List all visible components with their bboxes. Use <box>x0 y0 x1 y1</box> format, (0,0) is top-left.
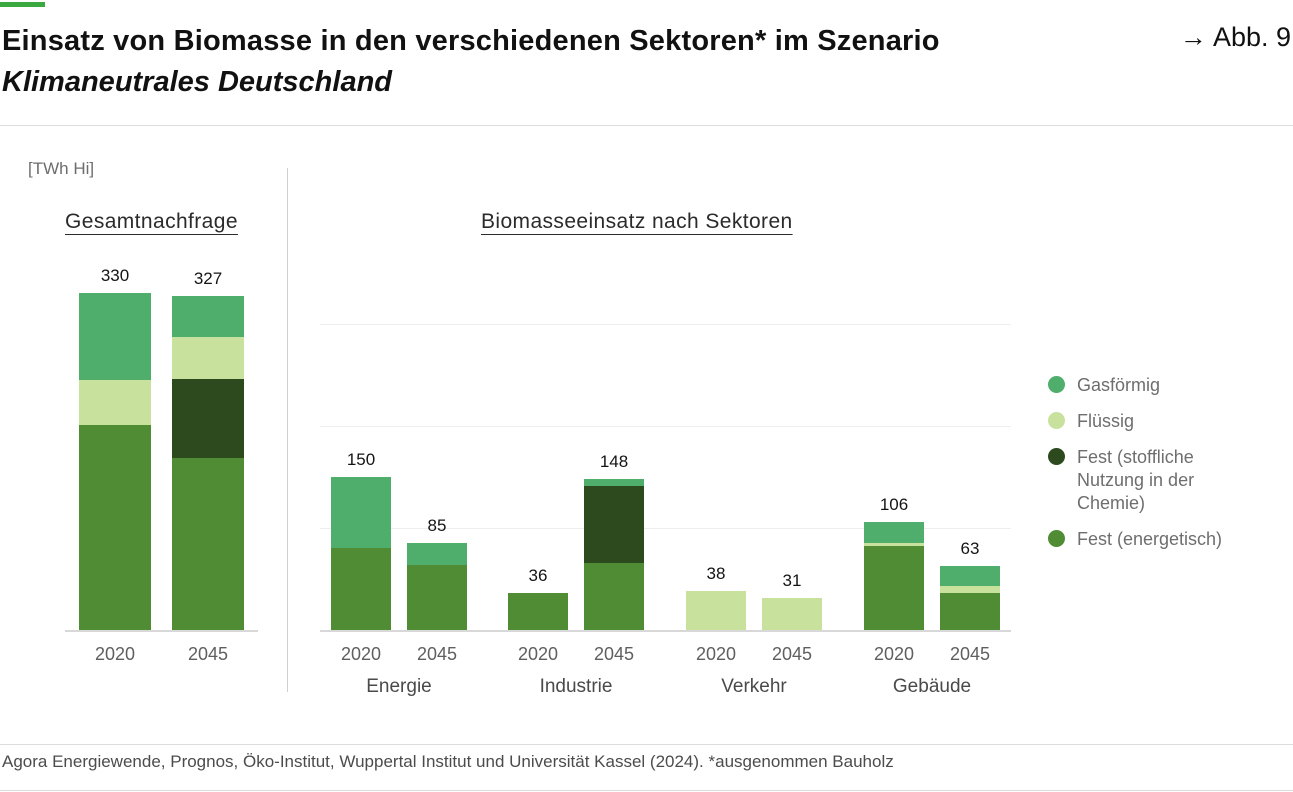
bar-value-label: 63 <box>960 538 980 558</box>
header-divider <box>0 125 1293 126</box>
bar-segment-fest_energetisch <box>940 593 1000 630</box>
bar <box>172 296 244 630</box>
bar <box>762 598 822 630</box>
bar-value-label: 330 <box>100 266 130 286</box>
axis-baseline <box>320 630 1011 632</box>
x-tick-label: 2020 <box>695 644 737 664</box>
bar-segment-gas <box>79 293 151 381</box>
bar-value-label: 31 <box>782 571 802 591</box>
bar-segment-gas <box>407 543 467 565</box>
bar-segment-fluessig <box>79 380 151 425</box>
bar-segment-fest_stofflich <box>172 379 244 458</box>
bar <box>940 565 1000 630</box>
x-tick-label: 2045 <box>187 644 229 664</box>
panel-separator <box>287 168 288 692</box>
x-tick-label: 2020 <box>873 644 915 664</box>
axis-baseline <box>65 630 258 632</box>
bar-segment-gas <box>172 296 244 338</box>
bar-value-label: 148 <box>599 452 629 472</box>
bottom-border <box>0 790 1293 791</box>
x-tick-label: 2020 <box>94 644 136 664</box>
figure-reference: → Abb. 9 <box>1180 22 1291 53</box>
left-panel-heading: Gesamtnachfrage <box>65 210 238 233</box>
bar-segment-fest_energetisch <box>864 546 924 630</box>
bar-value-label: 106 <box>879 494 909 514</box>
legend-label: Fest (stoffliche Nutzung in der Chemie) <box>1077 447 1195 514</box>
x-tick-label: 2045 <box>593 644 635 664</box>
x-tick-label: 2045 <box>771 644 813 664</box>
bar-value-label: 36 <box>528 566 548 586</box>
bar-segment-fest_energetisch <box>584 562 644 630</box>
bar <box>508 593 568 630</box>
bar-segment-fluessig <box>864 543 924 547</box>
arrow-right-icon: → <box>1179 22 1207 52</box>
axis-unit-label: [TWh Hi] <box>28 159 95 178</box>
bar-segment-fluessig <box>940 586 1000 594</box>
x-tick-label: 2020 <box>340 644 382 664</box>
legend-item-fluessig: Flüssig <box>1048 410 1280 433</box>
bar-segment-fest_energetisch <box>331 548 391 630</box>
bar-value-label: 327 <box>193 269 223 289</box>
bar-segment-fluessig <box>172 337 244 380</box>
x-tick-label: 2045 <box>949 644 991 664</box>
legend: Gasförmig Flüssig Fest (stoffliche Nutzung… <box>1048 374 1280 551</box>
x-tick-label: 2020 <box>517 644 559 664</box>
legend-dot-gas <box>1048 376 1065 393</box>
legend-label: Fest (energetisch) <box>1077 529 1223 550</box>
gridline <box>320 324 1011 325</box>
sector-label: Energie <box>366 676 432 697</box>
sector-label: Verkehr <box>721 676 787 697</box>
bar-value-label: 150 <box>346 450 376 469</box>
legend-item-fest_energetisch: Fest (energetisch) <box>1048 528 1280 551</box>
footer-divider <box>0 744 1293 745</box>
chart-title: Einsatz von Biomasse in den verschiedene… <box>2 25 940 57</box>
bar-segment-gas <box>864 521 924 544</box>
gridline <box>320 426 1011 427</box>
sector-label: Industrie <box>539 676 613 697</box>
legend-label: Gasförmig <box>1077 375 1161 395</box>
bar <box>331 477 391 630</box>
bar-segment-fest_energetisch <box>508 593 568 630</box>
bar <box>864 521 924 630</box>
bar-value-label: 85 <box>427 516 447 536</box>
chart-subtitle: Klimaneutrales Deutschland <box>2 66 392 99</box>
legend-dot-fest_energetisch <box>1048 530 1065 548</box>
bar-segment-gas <box>584 479 644 487</box>
figure-label: Abb. 9 <box>1212 22 1291 52</box>
source-note: Agora Energiewende, Prognos, Öko-Institu… <box>2 752 894 771</box>
sector-label: Gebäude <box>892 676 972 697</box>
right-panel-heading: Biomasseeinsatz nach Sektoren <box>481 210 793 233</box>
bar <box>686 591 746 630</box>
bar-segment-fluessig <box>762 598 822 630</box>
legend-dot-fluessig <box>1048 412 1065 430</box>
bar-segment-fest_energetisch <box>407 564 467 630</box>
x-tick-label: 2045 <box>416 644 458 664</box>
bar <box>584 479 644 630</box>
bar-segment-gas <box>940 565 1000 587</box>
bar-segment-gas <box>331 477 391 549</box>
gridline <box>320 528 1011 529</box>
bar-segment-fest_stofflich <box>584 486 644 563</box>
bar-segment-fluessig <box>686 591 746 630</box>
bar <box>79 293 151 630</box>
bar <box>407 543 467 630</box>
legend-item-gas: Gasförmig <box>1048 374 1280 397</box>
legend-dot-fest_stofflich <box>1048 448 1065 466</box>
brand-accent-bar <box>0 2 45 7</box>
bar-segment-fest_energetisch <box>79 424 151 630</box>
bar-segment-fest_energetisch <box>172 457 244 630</box>
header: Einsatz von Biomasse in den verschiedene… <box>2 22 1291 102</box>
legend-item-fest_stofflich: Fest (stoffliche Nutzung in der Chemie) <box>1048 446 1280 515</box>
bar-value-label: 38 <box>706 564 726 584</box>
legend-label: Flüssig <box>1077 411 1135 432</box>
